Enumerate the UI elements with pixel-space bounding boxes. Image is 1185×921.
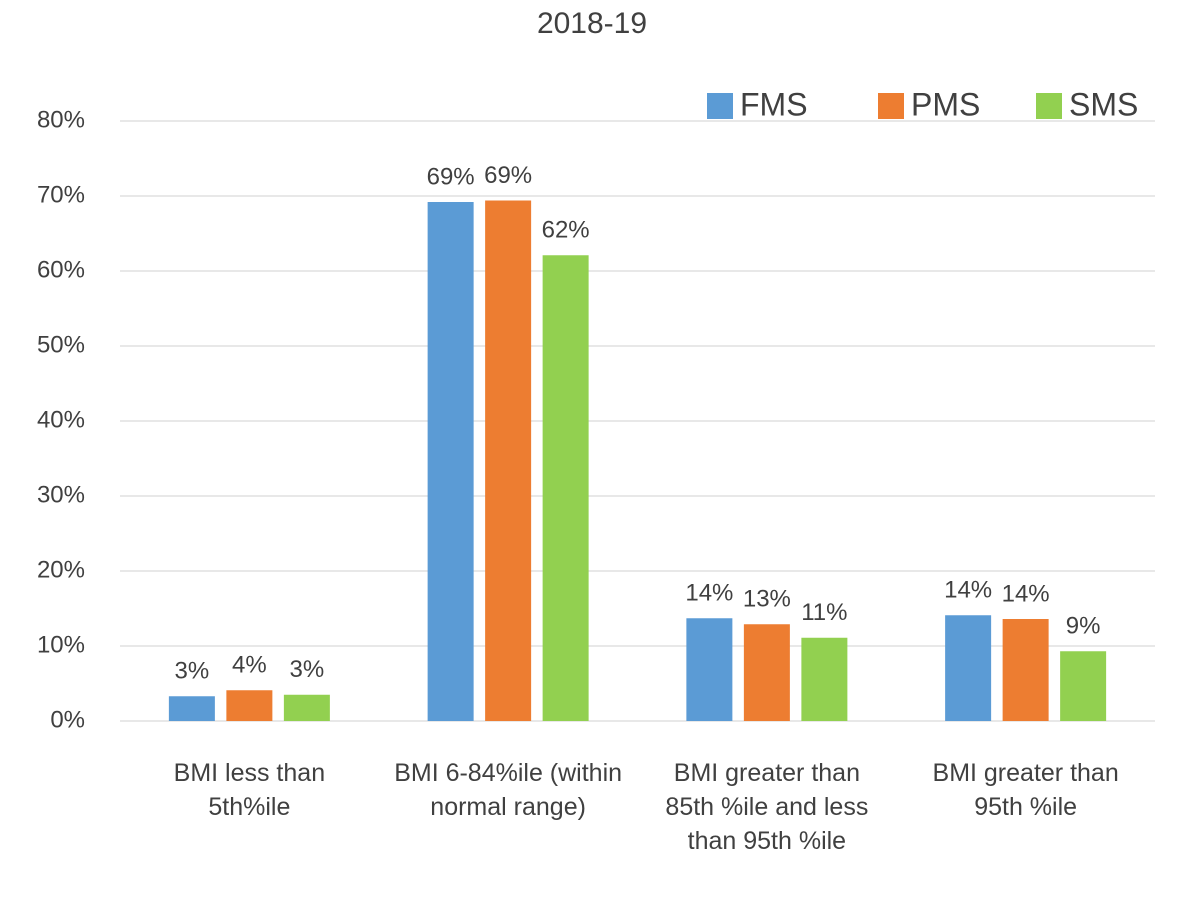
y-tick-label: 10%: [37, 631, 85, 658]
value-label: 13%: [743, 586, 791, 613]
value-label: 69%: [484, 162, 532, 189]
x-tick-label: BMI 6-84%ile (within normal range): [394, 759, 623, 821]
legend-swatch: [878, 93, 904, 119]
bar: [283, 694, 330, 721]
value-label: 69%: [427, 163, 475, 190]
bar: [1002, 619, 1049, 721]
value-label: 3%: [290, 656, 325, 683]
bar: [743, 624, 790, 721]
value-label: 9%: [1066, 613, 1101, 640]
bar: [542, 255, 589, 721]
legend-label: FMS: [740, 86, 808, 122]
y-tick-label: 70%: [37, 181, 85, 208]
y-tick-label: 40%: [37, 406, 85, 433]
chart-title: 2018-19: [537, 7, 647, 40]
legend-label: PMS: [911, 86, 980, 122]
legend-label: SMS: [1069, 86, 1138, 122]
bar: [427, 202, 474, 721]
y-tick-label: 60%: [37, 256, 85, 283]
value-label: 14%: [685, 580, 733, 607]
value-label: 14%: [944, 577, 992, 604]
x-tick-label: BMI greater than 85th %ile and less than…: [665, 759, 869, 855]
value-label: 3%: [175, 658, 210, 685]
x-tick-label: BMI less than 5th%ile: [173, 759, 326, 821]
bar: [801, 637, 848, 721]
legend-swatch: [1036, 93, 1062, 119]
value-label: 62%: [542, 217, 590, 244]
bar: [226, 690, 273, 721]
value-label: 14%: [1002, 580, 1050, 607]
x-tick-label: BMI greater than 95th %ile: [932, 759, 1119, 821]
y-tick-label: 80%: [37, 106, 85, 133]
bar: [485, 200, 532, 721]
legend-swatch: [707, 93, 733, 119]
value-label: 11%: [801, 599, 847, 626]
y-tick-label: 50%: [37, 331, 85, 358]
bar: [686, 618, 733, 721]
y-tick-label: 20%: [37, 556, 85, 583]
bar: [1060, 651, 1107, 721]
bar: [945, 615, 992, 721]
value-label: 4%: [232, 652, 267, 679]
y-tick-label: 30%: [37, 481, 85, 508]
y-tick-label: 0%: [50, 706, 85, 733]
bar: [168, 696, 215, 721]
